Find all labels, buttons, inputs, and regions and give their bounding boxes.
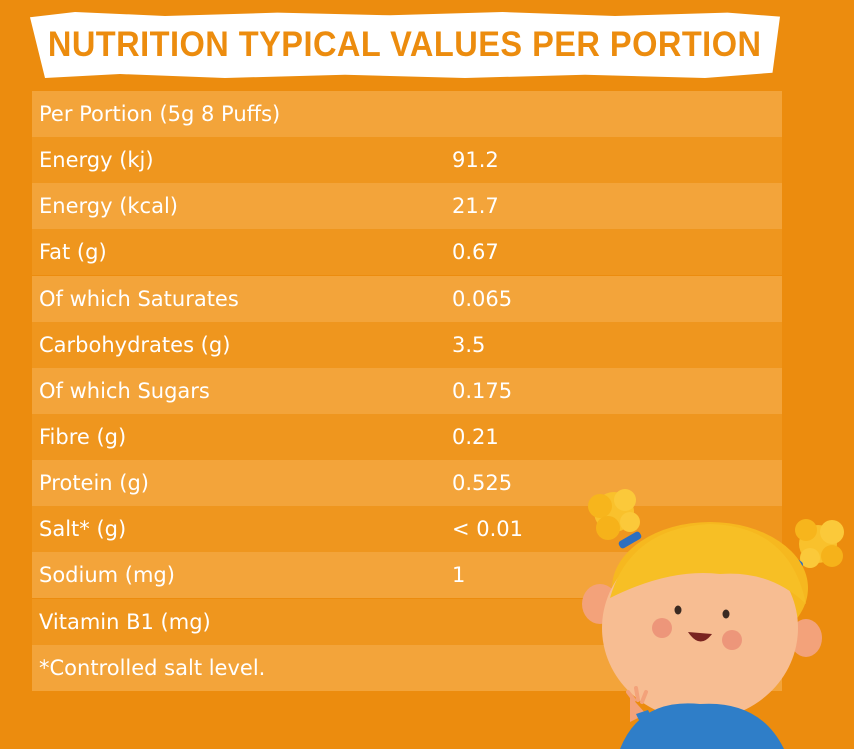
row-label: Energy (kcal) (39, 194, 178, 219)
table-row: Protein (g) 0.525 (32, 460, 782, 507)
row-value: 0.525 (452, 471, 513, 496)
row-value: 3.5 (452, 332, 486, 357)
page-title: NUTRITION TYPICAL VALUES PER PORTION (48, 25, 762, 64)
table-row: Fat (g) 0.67 (32, 229, 782, 276)
row-label: Of which Sugars (39, 378, 210, 403)
row-label: Protein (g) (39, 471, 150, 496)
table-row: Energy (kcal) 21.7 (32, 183, 782, 230)
right-ear (790, 619, 822, 657)
row-value: 91.2 (452, 148, 499, 173)
cartoon-girl-illustration (582, 489, 844, 749)
row-label: Sodium (mg) (39, 563, 175, 588)
row-value: 0.065 (452, 286, 513, 311)
row-label: Salt* (g) (39, 517, 127, 542)
waving-hand (626, 686, 666, 740)
face (602, 536, 798, 720)
row-value: 1 (452, 563, 466, 588)
row-label: Fat (g) (39, 240, 107, 265)
right-eye (722, 609, 730, 619)
shirt (620, 703, 784, 749)
table-row: Per Portion (5g 8 Puffs) (32, 91, 782, 137)
row-label: Vitamin B1 (mg) (39, 609, 211, 634)
row-value: 0.175 (452, 378, 513, 403)
table-row: Of which Sugars 0.175 (32, 367, 782, 414)
mouth (688, 632, 712, 642)
table-row: Of which Saturates 0.065 (32, 275, 782, 322)
row-label: Energy (kj) (39, 148, 154, 173)
table-row: Fibre (g) 0.21 (32, 413, 782, 460)
row-label: Fibre (g) (39, 424, 127, 449)
row-label: Carbohydrates (g) (39, 332, 231, 357)
table-row: Carbohydrates (g) 3.5 (32, 321, 782, 368)
row-value: < 0.01 (452, 517, 524, 542)
row-label: Per Portion (5g 8 Puffs) (39, 102, 281, 126)
title-banner: NUTRITION TYPICAL VALUES PER PORTION (30, 12, 780, 78)
row-label: Of which Saturates (39, 286, 239, 311)
row-value: 0.67 (452, 240, 499, 265)
row-value: 0.21 (452, 424, 499, 449)
left-eye (674, 605, 682, 615)
left-pigtail (588, 489, 642, 549)
row-value: 21.7 (452, 194, 499, 219)
table-row: Energy (kj) 91.2 (32, 137, 782, 184)
row-label: *Controlled salt level. (39, 655, 266, 680)
